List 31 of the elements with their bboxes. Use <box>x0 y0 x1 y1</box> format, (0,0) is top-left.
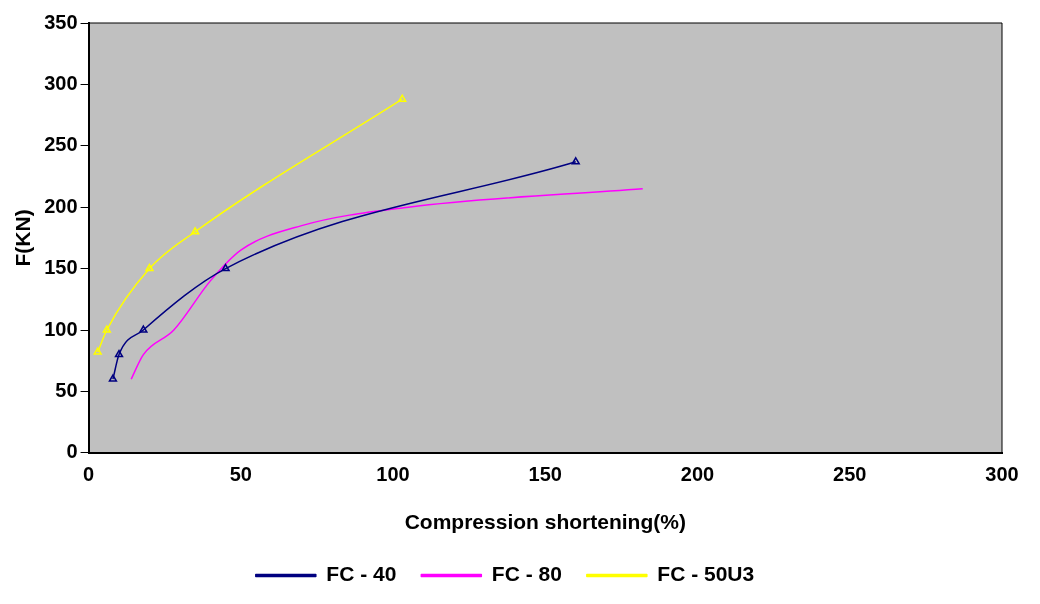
x-tick-label: 150 <box>528 463 562 486</box>
y-axis-title: F(KN) <box>11 209 35 267</box>
x-tick-label: 50 <box>229 463 252 486</box>
y-tick-label: 250 <box>44 133 78 156</box>
point <box>397 94 407 102</box>
x-tick-label: 0 <box>83 463 95 486</box>
x-tick-label: 100 <box>376 463 410 486</box>
point <box>139 325 148 333</box>
point <box>102 325 112 333</box>
y-tick-label: 50 <box>55 378 78 401</box>
point <box>114 349 124 358</box>
y-tick-label: 0 <box>66 440 78 463</box>
x-tick-label: 200 <box>680 463 715 486</box>
point <box>108 374 118 382</box>
x-axis-title: Compression shortening(%) <box>404 510 686 534</box>
x-tick-label: 300 <box>985 463 1019 486</box>
y-tick-label: 300 <box>44 71 78 94</box>
x-tick-label: 250 <box>833 463 867 486</box>
y-tick-label: 350 <box>44 10 78 33</box>
legend-label: FC - 50U3 <box>657 562 755 586</box>
y-tick-label: 100 <box>44 317 78 340</box>
point <box>190 227 200 235</box>
point <box>571 157 580 165</box>
y-tick-label: 150 <box>44 256 78 279</box>
point <box>221 263 230 272</box>
y-tick-label: 200 <box>44 194 78 217</box>
line-series <box>130 188 644 380</box>
point <box>93 347 102 355</box>
point <box>145 263 154 272</box>
legend-label: FC - 40 <box>326 562 397 586</box>
legend-label: FC - 80 <box>491 562 562 586</box>
